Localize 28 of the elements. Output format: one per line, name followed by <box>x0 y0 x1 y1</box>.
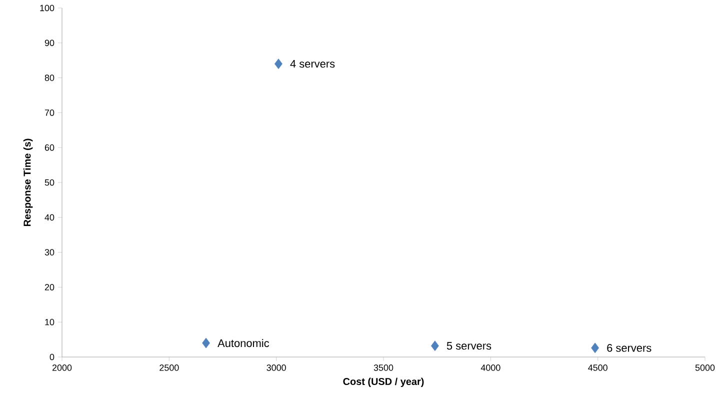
y-tick-label: 50 <box>44 179 54 186</box>
point <box>430 340 439 352</box>
y-tick-label: 100 <box>40 4 54 12</box>
x-tick-label: 3000 <box>266 364 286 371</box>
x-tick-label: 4000 <box>480 364 500 371</box>
y-tick-label: 90 <box>44 40 54 46</box>
y-tick-label: 80 <box>44 74 54 81</box>
x-tick-label: 3500 <box>374 364 394 371</box>
point <box>274 58 282 70</box>
x-tick-label: 5000 <box>695 364 715 371</box>
x-axis-title: Cost (USD / year) <box>343 378 424 387</box>
annotation: 4 servers <box>290 60 335 68</box>
y-axis-title: Response Time (s) <box>23 138 33 226</box>
y-tick-label: 30 <box>44 249 54 256</box>
y-tick-label: 40 <box>44 214 54 221</box>
x-tick-label: 4500 <box>588 364 608 371</box>
y-tick-label: 70 <box>44 110 54 116</box>
y-tick-label: 10 <box>45 318 54 326</box>
point <box>591 342 600 354</box>
annotation: 6 servers <box>607 344 652 352</box>
y-tick-label: 0 <box>50 354 54 360</box>
y-tick-label: 20 <box>44 284 54 290</box>
x-tick-label: 2500 <box>160 364 179 371</box>
y-tick-label: 60 <box>44 144 54 151</box>
point <box>202 338 210 348</box>
x-tick-label: 2000 <box>52 364 72 371</box>
annotation: Autonomic <box>218 339 270 348</box>
annotation: 5 servers <box>446 342 492 350</box>
